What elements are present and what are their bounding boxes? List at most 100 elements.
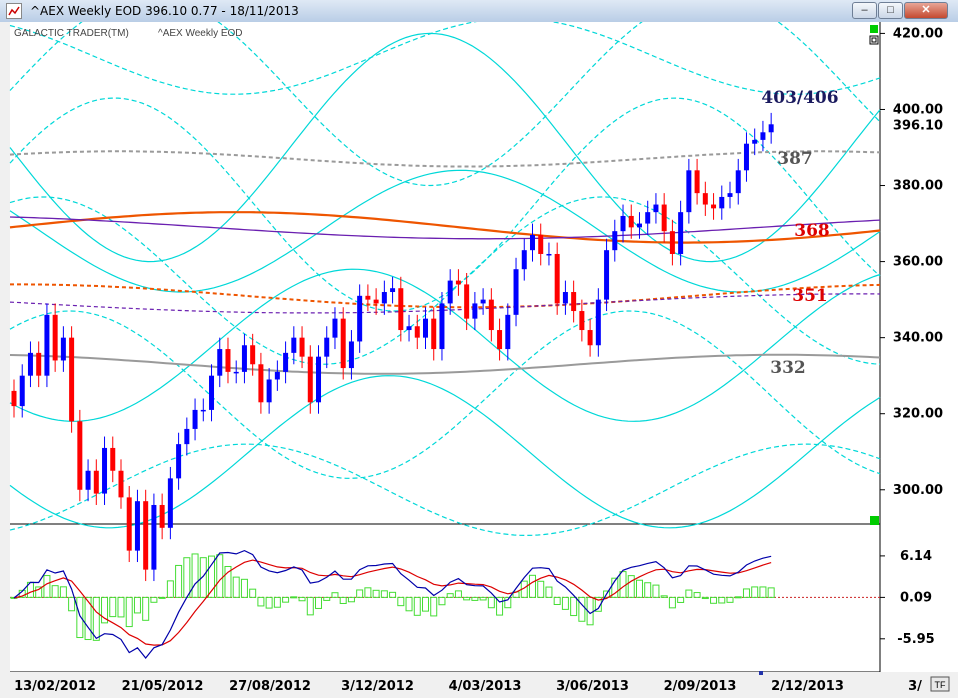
- histogram-bar: [454, 590, 462, 598]
- histogram-bar: [685, 589, 693, 598]
- candle-body: [711, 204, 717, 209]
- candle-body: [686, 170, 692, 213]
- histogram-bar: [734, 596, 742, 599]
- histogram-bar: [109, 596, 117, 618]
- candle-body: [93, 470, 99, 494]
- histogram-bar: [479, 596, 487, 601]
- trend-curve: [9, 150, 881, 168]
- histogram-bar: [339, 596, 347, 604]
- maximize-button[interactable]: □: [878, 2, 903, 19]
- timeframe-badge[interactable]: [930, 676, 950, 692]
- candle-body: [266, 379, 272, 403]
- candle-body: [678, 212, 684, 254]
- candle-body: [118, 470, 124, 498]
- candle-body: [209, 375, 215, 410]
- minimize-button[interactable]: –: [852, 2, 877, 19]
- candle-body: [497, 330, 503, 350]
- macd-tick-label: 0.09: [900, 590, 932, 605]
- title-bar[interactable]: ^AEX Weekly EOD 396.10 0.77 - 18/11/2013…: [0, 0, 958, 23]
- histogram-bar: [693, 592, 701, 598]
- candle-body: [11, 390, 17, 407]
- level-annotation: 332: [770, 358, 806, 378]
- scale-toggle-icon[interactable]: [869, 35, 879, 45]
- left-frame: [0, 22, 10, 698]
- histogram-bar: [405, 596, 413, 612]
- histogram-bar: [92, 596, 100, 641]
- histogram-bar: [306, 596, 314, 616]
- date-tick-label: 27/08/2012: [229, 679, 311, 694]
- cycle-wave: [9, 196, 881, 365]
- macd-axis: 6.14 0.09 -5.95: [880, 549, 935, 647]
- histogram-bar: [240, 578, 248, 598]
- histogram-bar: [380, 590, 388, 598]
- histogram-bar: [718, 596, 726, 604]
- price-tick-label: 300.00: [893, 483, 943, 498]
- candle-body: [381, 292, 387, 304]
- candle-body: [52, 314, 58, 361]
- date-tick-label: 21/05/2012: [122, 679, 204, 694]
- chart-area[interactable]: 420.00 400.00 380.00 360.00 340.00 320.00 300.…: [0, 22, 958, 698]
- candle-body: [69, 337, 75, 422]
- candle-body: [184, 428, 190, 445]
- histogram-bar: [751, 586, 759, 598]
- histogram-bar: [537, 580, 545, 598]
- candle-body: [85, 470, 91, 490]
- histogram-bar: [142, 596, 150, 621]
- histogram-bar: [315, 596, 323, 609]
- candle-body: [694, 170, 700, 194]
- candle-body: [241, 345, 247, 372]
- histogram-bar: [347, 596, 355, 603]
- close-button[interactable]: ✕: [904, 2, 948, 19]
- bottom-marker[interactable]: [870, 516, 879, 525]
- indicator-curves: [9, 150, 881, 375]
- time-axis: 13/02/2012 21/05/2012 27/08/2012 3/12/2012 4…: [14, 679, 922, 694]
- histogram-bar: [545, 586, 553, 598]
- histogram-bar: [389, 591, 397, 598]
- cycle-wave: [9, 310, 881, 479]
- scale-toggle-inner-icon: [871, 37, 877, 43]
- candle-body: [760, 132, 766, 140]
- macd-line: [13, 549, 772, 659]
- trend-curve: [9, 293, 881, 314]
- candle-body: [357, 295, 363, 342]
- date-tick-label: 2/09/2013: [664, 679, 737, 694]
- histogram-bar: [561, 596, 569, 610]
- candle-body: [225, 349, 231, 372]
- date-tick-label: 3/: [908, 679, 922, 694]
- candle-body: [529, 234, 535, 251]
- histogram-bar: [627, 575, 635, 598]
- macd-tick-label: 6.14: [900, 549, 932, 564]
- histogram-bar: [216, 554, 224, 598]
- top-marker[interactable]: [870, 25, 878, 33]
- candle-body: [727, 193, 733, 197]
- histogram-bar: [726, 596, 734, 603]
- candle-body: [143, 501, 149, 570]
- price-axis-panel: [880, 22, 958, 698]
- candle-body: [316, 356, 322, 403]
- cycle-wave-lines: [9, 22, 881, 537]
- histogram-bar: [430, 596, 438, 617]
- cycle-wave: [9, 22, 881, 187]
- cycle-wave: [9, 268, 881, 422]
- candle-body: [258, 364, 264, 403]
- histogram-bar: [742, 588, 750, 598]
- histogram-bar: [191, 553, 199, 598]
- candle-body: [612, 231, 618, 251]
- candle-body: [291, 337, 297, 353]
- cycle-wave: [9, 169, 881, 293]
- histogram-bar: [150, 596, 158, 603]
- chart-app-icon: [6, 3, 22, 19]
- date-tick-label: 4/03/2013: [449, 679, 522, 694]
- candle-body: [669, 231, 675, 254]
- price-tick-label: 340.00: [893, 331, 943, 346]
- candle-body: [110, 447, 116, 471]
- candle-body: [562, 292, 568, 304]
- histogram-bar: [76, 596, 84, 639]
- histogram-bar: [199, 557, 207, 598]
- histogram-bar: [652, 584, 660, 598]
- date-tick-label: 3/12/2012: [341, 679, 414, 694]
- candle-body: [431, 318, 437, 350]
- candle-body: [661, 204, 667, 232]
- timeframe-badge-label: TF: [935, 680, 946, 690]
- candle-body: [472, 303, 478, 319]
